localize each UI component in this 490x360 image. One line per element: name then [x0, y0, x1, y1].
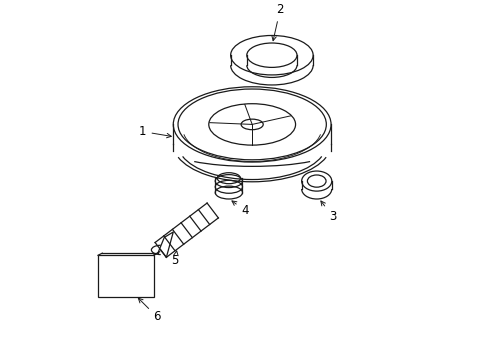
Text: 3: 3	[321, 201, 337, 223]
Text: 6: 6	[138, 298, 161, 324]
Text: 4: 4	[232, 201, 249, 217]
Text: 2: 2	[272, 3, 284, 41]
Text: 5: 5	[172, 251, 179, 267]
Text: 1: 1	[139, 125, 172, 138]
